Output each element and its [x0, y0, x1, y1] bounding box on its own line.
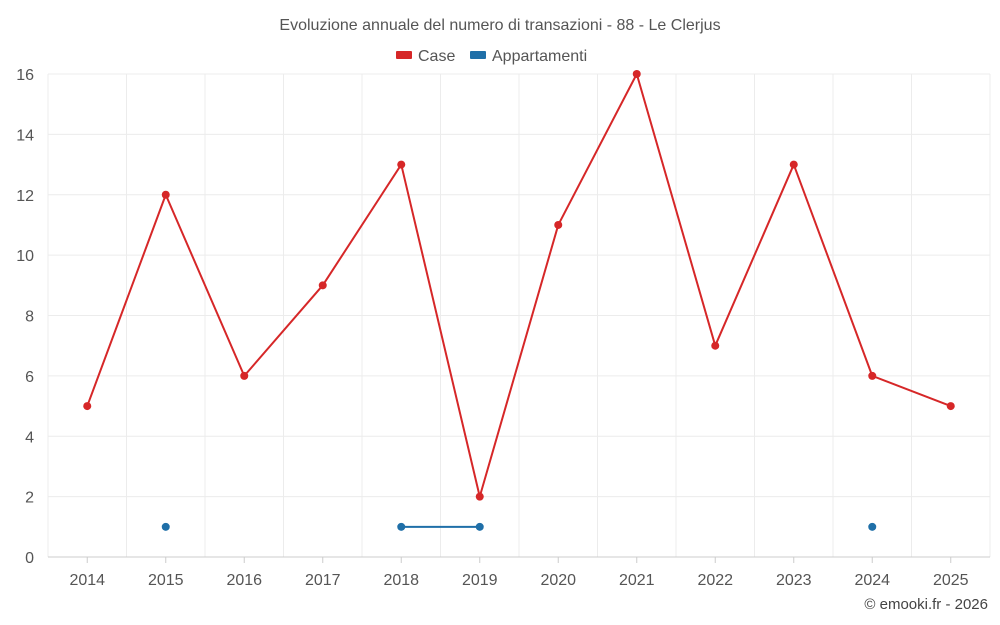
data-point-case[interactable] — [161, 190, 170, 199]
y-tick-label: 16 — [16, 67, 34, 84]
data-point-case[interactable] — [554, 220, 563, 229]
data-point-case[interactable] — [397, 160, 406, 169]
legend-item-case[interactable]: Case — [396, 48, 455, 65]
grid-lines — [47, 73, 991, 557]
legend-item-appartamenti[interactable]: Appartamenti — [470, 48, 587, 65]
x-tick-label: 2022 — [697, 572, 733, 589]
legend-label-case: Case — [418, 48, 455, 65]
x-tick-label: 2016 — [226, 572, 262, 589]
data-point-case[interactable] — [711, 341, 720, 350]
x-tick-label: 2025 — [933, 572, 969, 589]
data-point-appartamenti[interactable] — [397, 522, 406, 531]
y-tick-label: 14 — [16, 127, 34, 144]
x-tick-label: 2021 — [619, 572, 655, 589]
chart-title: Evoluzione annuale del numero di transaz… — [279, 17, 720, 34]
data-point-case[interactable] — [946, 402, 955, 411]
data-point-case[interactable] — [789, 160, 798, 169]
y-tick-label: 2 — [25, 490, 34, 507]
data-point-appartamenti[interactable] — [868, 522, 877, 531]
legend-swatch-appartamenti — [470, 51, 486, 59]
data-point-appartamenti[interactable] — [475, 522, 484, 531]
credit-text: © emooki.fr - 2026 — [864, 596, 988, 613]
y-tick-label: 12 — [16, 188, 34, 205]
series-case — [83, 70, 955, 501]
x-tick-label: 2020 — [540, 572, 576, 589]
series-appartamenti — [161, 522, 877, 531]
data-point-case[interactable] — [240, 371, 249, 380]
x-tick-label: 2024 — [854, 572, 890, 589]
series — [83, 70, 955, 531]
legend: Case Appartamenti — [396, 48, 587, 65]
y-tick-label: 0 — [25, 550, 34, 567]
data-point-appartamenti[interactable] — [161, 522, 170, 531]
legend-label-appartamenti: Appartamenti — [492, 48, 587, 65]
x-tick-label: 2023 — [776, 572, 812, 589]
data-point-case[interactable] — [318, 281, 327, 290]
data-point-case[interactable] — [475, 492, 484, 501]
legend-swatch-case — [396, 51, 412, 59]
data-point-case[interactable] — [83, 402, 92, 411]
y-tick-label: 10 — [16, 248, 34, 265]
y-tick-label: 6 — [25, 369, 34, 386]
x-tick-label: 2017 — [305, 572, 341, 589]
x-tick-label: 2019 — [462, 572, 498, 589]
series-line-case — [86, 73, 952, 498]
x-tick-label: 2014 — [69, 572, 105, 589]
data-point-case[interactable] — [868, 371, 877, 380]
axes: 0 2 4 6 8 10 12 14 16 2014 2015 2016 2017 2018 2019 202… — [16, 67, 990, 589]
data-point-case[interactable] — [632, 70, 641, 78]
y-tick-label: 8 — [25, 309, 34, 326]
y-tick-label: 4 — [25, 429, 34, 446]
x-tick-label: 2015 — [148, 572, 184, 589]
x-tick-label: 2018 — [383, 572, 419, 589]
